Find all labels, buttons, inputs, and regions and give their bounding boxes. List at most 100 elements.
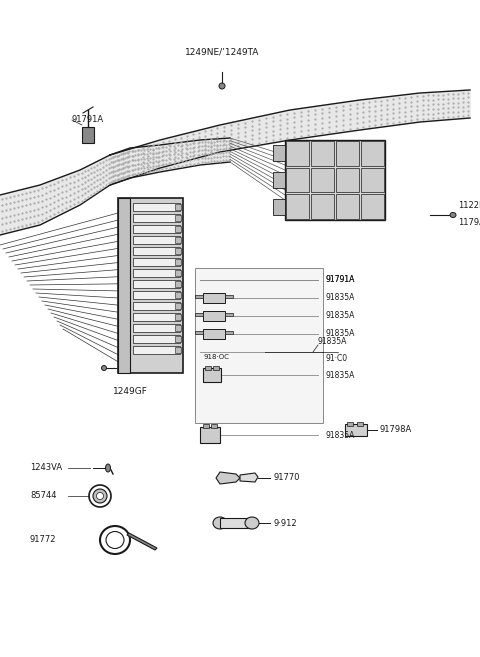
- Bar: [225, 295, 233, 298]
- Bar: [118, 198, 183, 373]
- Polygon shape: [216, 472, 240, 484]
- Bar: [133, 313, 180, 321]
- Text: 91791A: 91791A: [72, 116, 104, 124]
- Ellipse shape: [450, 212, 456, 217]
- Bar: [336, 141, 359, 166]
- Text: 91835A: 91835A: [325, 430, 354, 440]
- Bar: [311, 141, 334, 166]
- Text: 91·C0: 91·C0: [325, 354, 347, 363]
- Bar: [203, 368, 221, 382]
- Text: 918·OC: 918·OC: [203, 354, 229, 360]
- Bar: [175, 303, 181, 309]
- Text: 91835A: 91835A: [325, 294, 354, 302]
- Bar: [133, 203, 180, 211]
- Bar: [273, 198, 285, 215]
- Bar: [175, 270, 181, 276]
- Text: 91798A: 91798A: [380, 426, 412, 434]
- Ellipse shape: [213, 517, 227, 529]
- Bar: [200, 427, 220, 443]
- Bar: [133, 291, 180, 299]
- Ellipse shape: [101, 365, 107, 371]
- Bar: [133, 236, 180, 244]
- Bar: [361, 141, 384, 166]
- Bar: [195, 268, 323, 423]
- Text: 91835A: 91835A: [325, 371, 354, 380]
- Text: 1249NE/’1249TA: 1249NE/’1249TA: [185, 47, 259, 57]
- Bar: [311, 168, 334, 193]
- Polygon shape: [240, 473, 258, 482]
- Bar: [133, 214, 180, 222]
- Polygon shape: [127, 533, 157, 550]
- Bar: [175, 204, 181, 210]
- Bar: [286, 141, 309, 166]
- Bar: [213, 366, 219, 370]
- Bar: [220, 518, 252, 528]
- Bar: [336, 194, 359, 219]
- Ellipse shape: [96, 493, 104, 499]
- Ellipse shape: [106, 464, 110, 472]
- Bar: [175, 281, 181, 287]
- Bar: [205, 366, 211, 370]
- Bar: [195, 313, 203, 316]
- Bar: [175, 259, 181, 265]
- Bar: [175, 248, 181, 254]
- Text: 1249GF: 1249GF: [113, 386, 148, 396]
- Text: 1122EJ: 1122EJ: [458, 201, 480, 210]
- Bar: [273, 145, 285, 162]
- Bar: [286, 194, 309, 219]
- Text: 91835A: 91835A: [325, 311, 354, 321]
- Bar: [175, 292, 181, 298]
- Ellipse shape: [219, 83, 225, 89]
- Bar: [285, 140, 385, 220]
- Bar: [203, 311, 225, 321]
- Bar: [203, 424, 209, 428]
- Bar: [175, 347, 181, 353]
- Bar: [211, 424, 217, 428]
- Text: 91835A: 91835A: [318, 338, 348, 346]
- Bar: [225, 331, 233, 334]
- Bar: [357, 422, 363, 426]
- Bar: [133, 346, 180, 354]
- Text: 9·912: 9·912: [273, 518, 297, 528]
- Bar: [133, 258, 180, 266]
- Bar: [195, 295, 203, 298]
- Bar: [175, 314, 181, 320]
- Bar: [175, 325, 181, 331]
- Bar: [133, 302, 180, 310]
- Bar: [175, 226, 181, 232]
- Polygon shape: [110, 138, 230, 185]
- Bar: [225, 313, 233, 316]
- Text: 91791A: 91791A: [325, 275, 354, 284]
- Bar: [133, 247, 180, 255]
- Bar: [347, 422, 353, 426]
- Polygon shape: [0, 155, 110, 235]
- Bar: [311, 194, 334, 219]
- Bar: [361, 194, 384, 219]
- Bar: [203, 293, 225, 303]
- Bar: [133, 280, 180, 288]
- Text: 1179AF: 1179AF: [458, 218, 480, 227]
- Polygon shape: [110, 90, 470, 185]
- Bar: [345, 424, 367, 436]
- Text: 91772: 91772: [30, 535, 57, 545]
- Text: 85744: 85744: [30, 491, 57, 501]
- Bar: [82, 127, 94, 143]
- Bar: [175, 237, 181, 243]
- Bar: [175, 215, 181, 221]
- Ellipse shape: [93, 489, 107, 503]
- Bar: [203, 329, 225, 339]
- Bar: [273, 172, 285, 188]
- Ellipse shape: [245, 517, 259, 529]
- Bar: [361, 168, 384, 193]
- Bar: [133, 324, 180, 332]
- Text: 91835A: 91835A: [325, 330, 354, 338]
- Bar: [336, 168, 359, 193]
- Bar: [133, 269, 180, 277]
- Bar: [133, 335, 180, 343]
- Bar: [286, 168, 309, 193]
- Text: 91770: 91770: [273, 474, 300, 482]
- Bar: [118, 198, 130, 373]
- Bar: [195, 331, 203, 334]
- Text: 1243VA: 1243VA: [30, 463, 62, 472]
- Bar: [175, 336, 181, 342]
